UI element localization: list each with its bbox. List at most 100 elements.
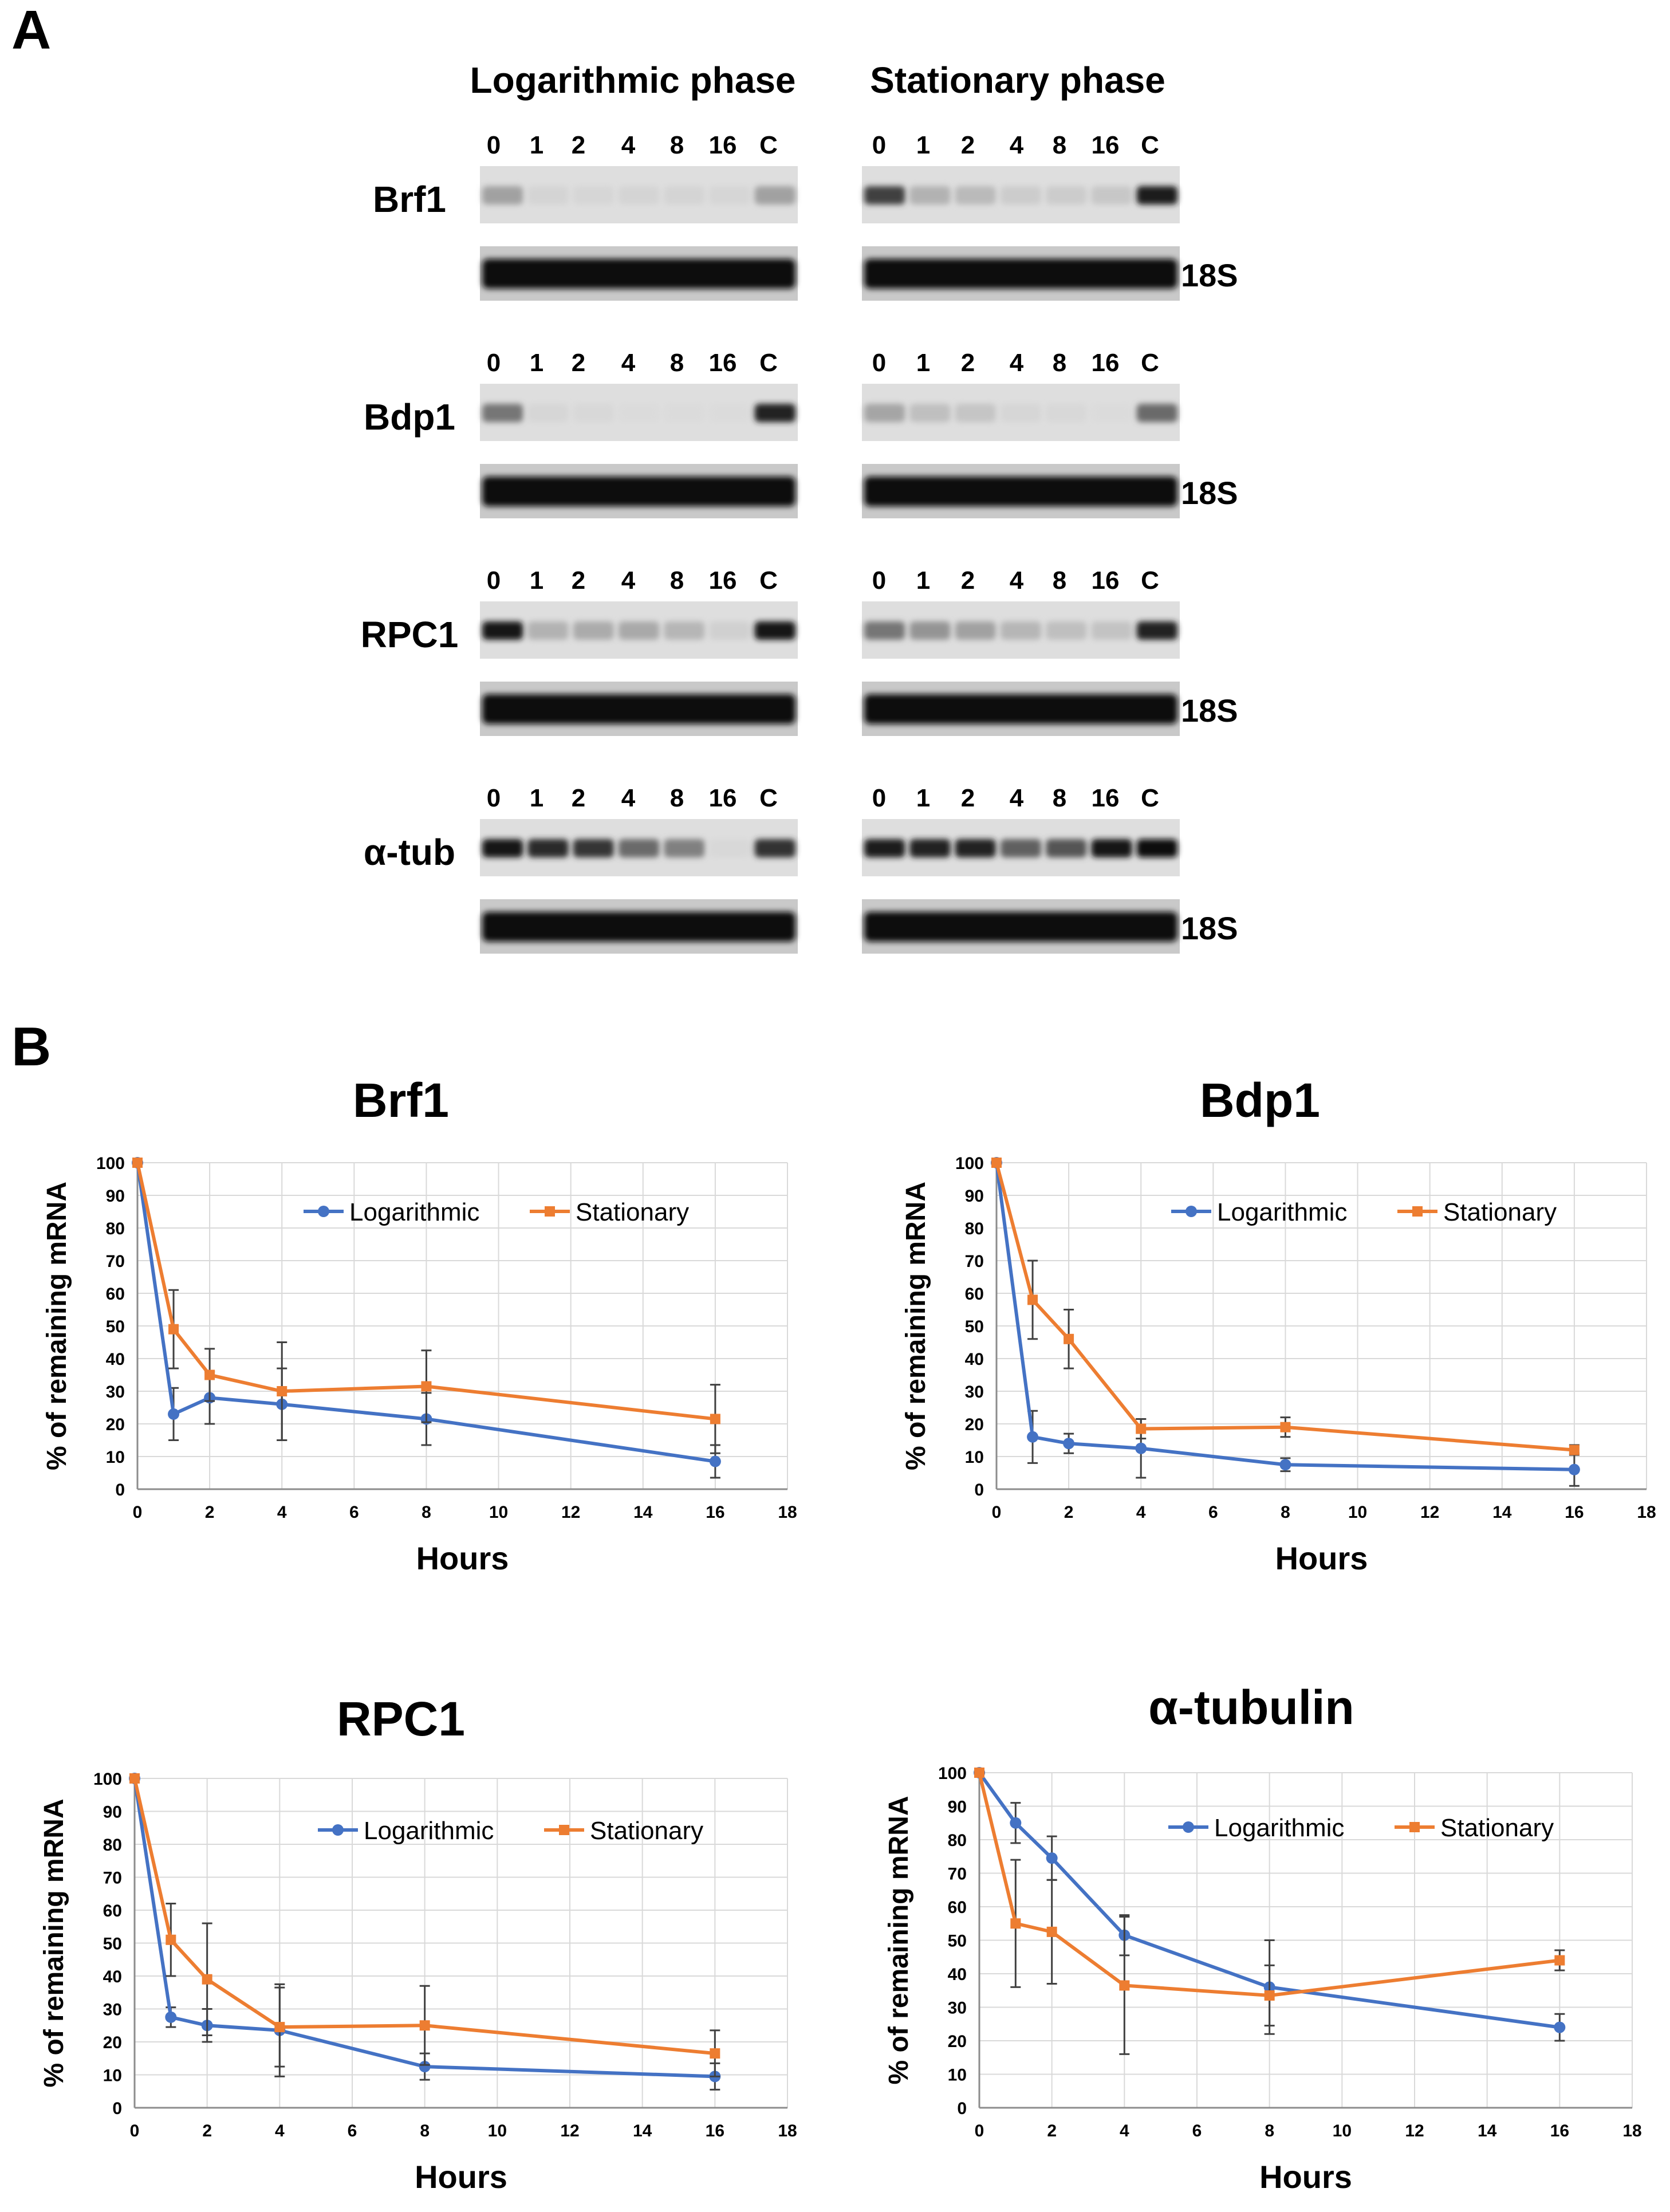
legend-label: Logarithmic — [364, 1817, 494, 1845]
lane-label: 4 — [1010, 349, 1024, 377]
series-logarithmic: Logarithmic — [991, 1157, 1580, 1487]
x-tick-label: 18 — [1622, 2122, 1641, 2140]
y-tick-label: 10 — [103, 2067, 122, 2085]
lane-label: 0 — [872, 566, 886, 595]
data-point — [168, 1324, 179, 1335]
data-point — [1027, 1431, 1039, 1443]
lane-label: 1 — [530, 131, 543, 159]
lane-label: 4 — [621, 784, 636, 812]
data-point — [1046, 1926, 1057, 1937]
blot-band — [754, 186, 796, 204]
control-band — [482, 694, 795, 724]
lane-label: 1 — [530, 566, 543, 595]
lane-label: 16 — [1092, 784, 1120, 812]
y-tick-label: 80 — [948, 1831, 967, 1850]
x-axis-label: Hours — [415, 2159, 507, 2195]
y-tick-label: 70 — [965, 1252, 984, 1271]
legend-marker — [1183, 1821, 1194, 1833]
data-point — [974, 1768, 984, 1778]
blot-band — [1136, 186, 1178, 204]
x-tick-label: 16 — [1565, 1503, 1584, 1522]
blot-band — [527, 404, 569, 422]
lane-label: 0 — [872, 349, 886, 377]
header-stationary-phase: Stationary phase — [870, 60, 1165, 101]
y-tick-label: 100 — [955, 1154, 984, 1173]
data-point — [1135, 1442, 1147, 1454]
data-point — [202, 1974, 212, 1985]
blot-band — [482, 839, 523, 857]
legend-label: Stationary — [1440, 1814, 1554, 1842]
control-label-18s: 18S — [1181, 692, 1238, 729]
y-tick-label: 80 — [106, 1219, 125, 1238]
x-tick-label: 2 — [1047, 2122, 1057, 2140]
lane-label: 4 — [1010, 566, 1024, 595]
y-tick-label: 10 — [106, 1448, 125, 1467]
blot-band — [573, 621, 614, 640]
lane-label: 2 — [572, 349, 585, 377]
lane-label: C — [759, 131, 778, 159]
y-tick-label: 100 — [96, 1154, 125, 1173]
x-axis-label: Hours — [1259, 2159, 1352, 2195]
control-band — [864, 259, 1177, 289]
lane-label: C — [1141, 784, 1159, 812]
y-tick-label: 40 — [965, 1350, 984, 1369]
chart-2: RPC1 0 10 20 30 40 50 60 70 80 90 100 0 2 4 6 8 10 12 14 16 1… — [39, 1692, 797, 2195]
data-point — [1568, 1463, 1580, 1475]
data-point — [1027, 1294, 1038, 1305]
blot-band — [864, 186, 905, 204]
lane-label: C — [1141, 566, 1159, 595]
y-tick-label: 0 — [112, 2099, 122, 2118]
gene-label: α-tub — [364, 832, 455, 873]
legend-label: Logarithmic — [349, 1198, 479, 1226]
y-tick-label: 0 — [115, 1481, 125, 1499]
y-tick-label: 10 — [948, 2066, 967, 2085]
x-tick-label: 10 — [488, 2122, 507, 2140]
legend-label: Logarithmic — [1214, 1814, 1344, 1842]
y-tick-label: 100 — [938, 1764, 967, 1783]
y-tick-label: 10 — [965, 1448, 984, 1467]
data-point — [1554, 1955, 1565, 1966]
blot-row-1: Bdp1 0 1 2 4 8 16 C 0 1 2 4 8 16 C 18S — [364, 349, 1238, 518]
lane-label: 0 — [872, 131, 886, 159]
blot-band — [754, 621, 796, 640]
data-point — [204, 1369, 215, 1380]
x-tick-label: 12 — [561, 1503, 580, 1522]
x-tick-label: 14 — [1492, 1503, 1512, 1522]
x-tick-label: 2 — [202, 2122, 212, 2140]
header-logarithmic-phase: Logarithmic phase — [470, 60, 796, 101]
blot-band — [1046, 186, 1087, 204]
control-label-18s: 18S — [1181, 910, 1238, 946]
lane-label: 0 — [872, 784, 886, 812]
series-line — [133, 1778, 715, 2079]
y-tick-label: 30 — [948, 1999, 967, 2018]
legend-label: Stationary — [576, 1198, 689, 1226]
data-point — [991, 1158, 1002, 1168]
x-tick-label: 12 — [560, 2122, 579, 2140]
lane-label: 4 — [621, 566, 636, 595]
x-tick-label: 0 — [975, 2122, 984, 2140]
data-point — [419, 2061, 431, 2073]
lane-label: 1 — [916, 784, 930, 812]
lane-label: 4 — [621, 131, 636, 159]
blot-band — [527, 621, 569, 640]
control-band — [482, 259, 795, 289]
blot-band — [482, 186, 523, 204]
data-point — [1063, 1438, 1075, 1450]
lane-label: 2 — [961, 131, 975, 159]
y-tick-label: 40 — [106, 1350, 125, 1369]
control-band — [482, 912, 795, 942]
legend-marker — [1409, 1822, 1420, 1832]
lane-label: 2 — [961, 784, 975, 812]
x-tick-label: 18 — [778, 1503, 797, 1522]
lane-label: 8 — [670, 784, 684, 812]
lane-label: 0 — [487, 784, 501, 812]
y-tick-label: 90 — [948, 1798, 967, 1817]
y-tick-label: 0 — [957, 2099, 967, 2118]
lane-label: 1 — [530, 349, 543, 377]
lane-label: 16 — [709, 349, 737, 377]
data-point — [421, 1381, 432, 1392]
x-tick-label: 16 — [706, 2122, 724, 2140]
y-tick-label: 90 — [965, 1187, 984, 1206]
blot-band — [1136, 404, 1178, 422]
